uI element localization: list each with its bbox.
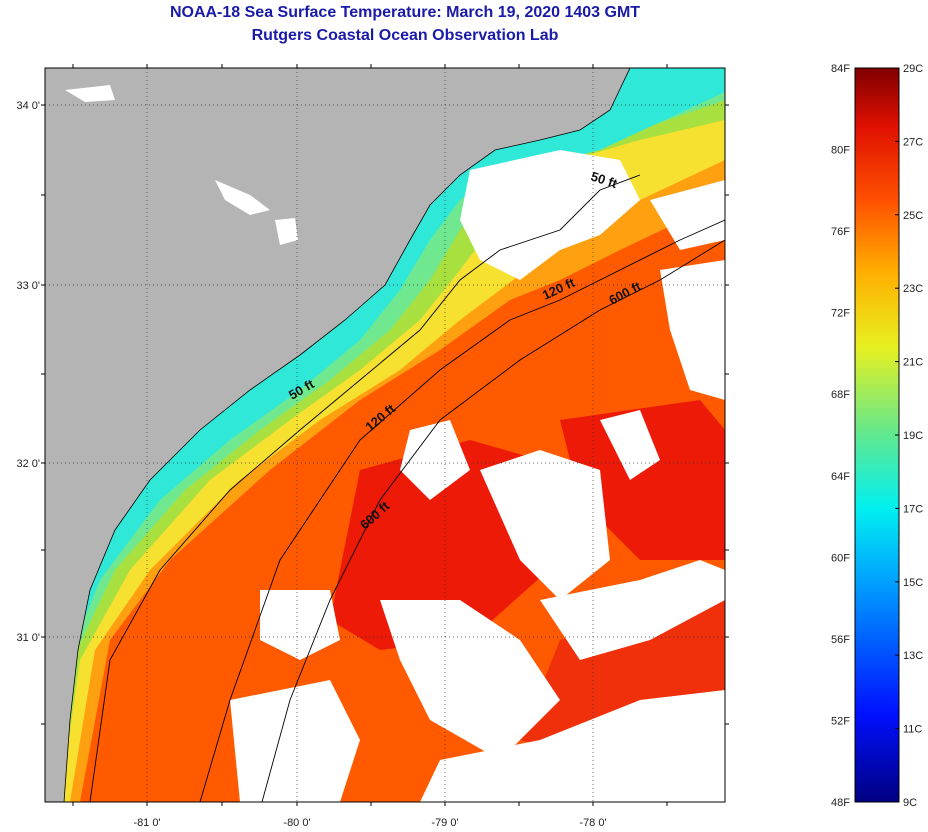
cloud-patch: [260, 590, 340, 660]
land-area: [45, 68, 631, 802]
colorbar-f-label: 80F: [831, 145, 850, 157]
colorbar-c-label: 11C: [903, 724, 922, 736]
colorbar-c-label: 27C: [903, 136, 923, 148]
colorbar-c-label: 15C: [903, 577, 923, 589]
cloud-patch: [600, 410, 660, 480]
cloud-patch: [660, 260, 725, 400]
colorbar-c-label: 23C: [903, 283, 923, 295]
cloud-patch: [65, 85, 115, 102]
contour-50ft: [89, 174, 641, 802]
lat-label: 31 0': [16, 632, 40, 644]
colorbar-f-label: 68F: [831, 389, 850, 401]
lon-label: -81 0': [133, 817, 160, 829]
cloud-patch: [420, 690, 725, 802]
cloud-patch: [480, 450, 610, 600]
colorbar-f-label: 76F: [831, 226, 850, 238]
cloud-patch: [540, 560, 725, 660]
colorbar-f-label: 64F: [831, 471, 850, 483]
colorbar-c-label: 9C: [903, 797, 917, 809]
colorbar-f-label: 72F: [831, 308, 850, 320]
map-title: NOAA-18 Sea Surface Temperature: March 1…: [169, 4, 641, 21]
colorbar-c-label: 29C: [903, 63, 923, 75]
colorbar-c-label: 21C: [903, 357, 923, 369]
lon-label: -78 0': [579, 817, 606, 829]
colorbar-f-label: 52F: [831, 715, 850, 727]
cloud-patch: [460, 150, 640, 280]
lon-label: -80 0': [283, 817, 310, 829]
colorbar-c-label: 13C: [903, 650, 923, 662]
contour-120ft: [199, 219, 725, 802]
contour-600ft: [261, 239, 725, 802]
colorbar-c-label: 19C: [903, 430, 923, 442]
colorbar-f-label: 84F: [831, 63, 850, 75]
colorbar-f-label: 48F: [831, 797, 850, 809]
colorbar: [854, 67, 900, 803]
lat-label: 33 0': [16, 280, 40, 292]
colorbar-c-label: 25C: [903, 210, 923, 222]
cloud-patch: [215, 180, 270, 215]
colorbar-f-label: 60F: [831, 552, 850, 564]
colorbar-f-label: 56F: [831, 634, 850, 646]
cloud-patch: [650, 180, 725, 250]
cloud-patch: [275, 218, 298, 245]
cloud-patch: [230, 680, 360, 802]
map-frame: [44, 67, 726, 803]
colorbar-c-label: 17C: [903, 503, 923, 515]
cloud-patch: [400, 420, 470, 500]
lon-label: -79 0': [431, 817, 458, 829]
lat-label: 34 0': [16, 100, 40, 112]
map-subtitle: Rutgers Coastal Ocean Observation Lab: [251, 27, 559, 44]
lat-label: 32 0': [16, 458, 40, 470]
cloud-patch: [380, 600, 560, 760]
